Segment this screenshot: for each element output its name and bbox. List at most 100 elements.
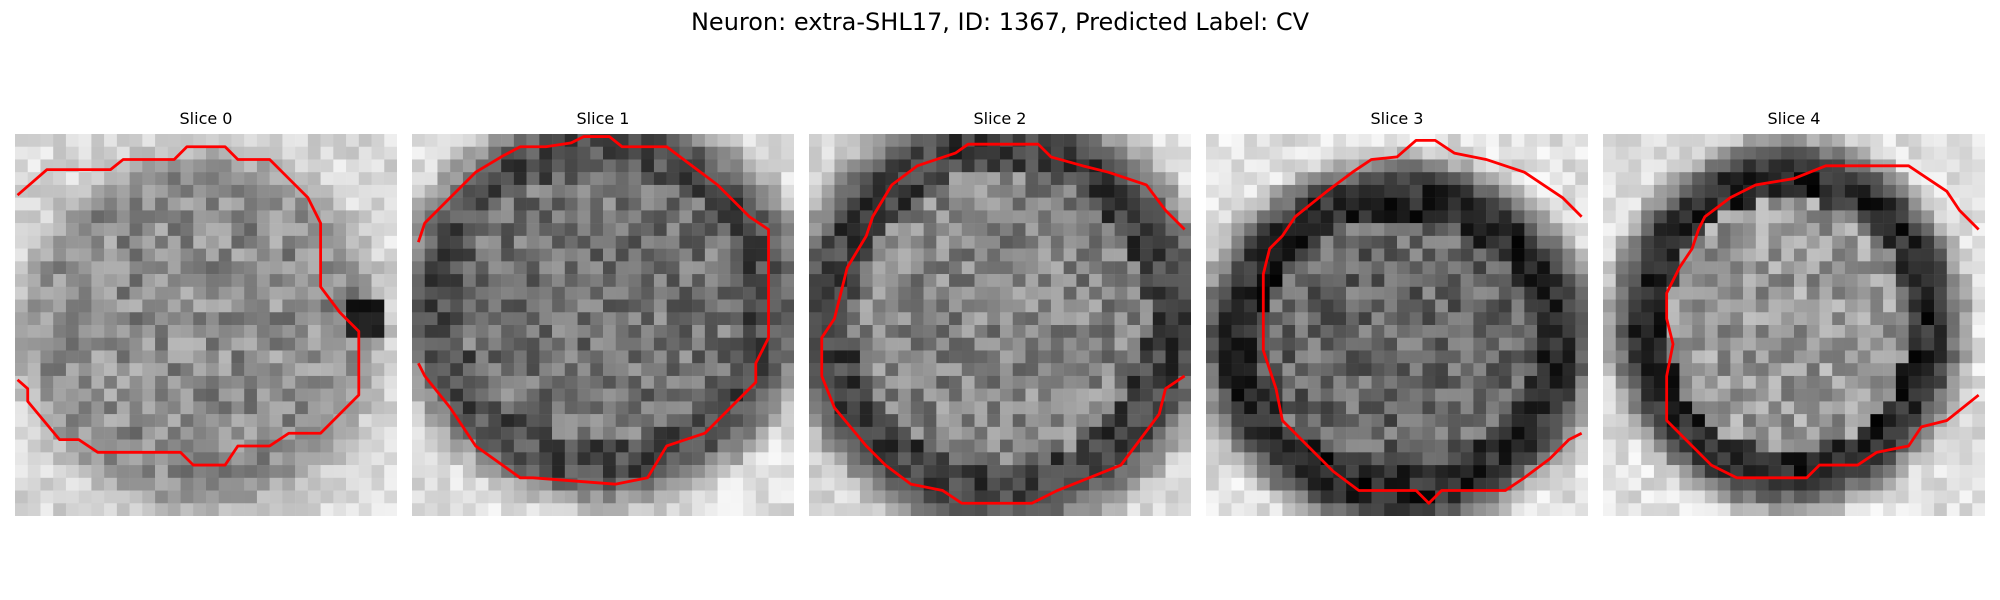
pixel xyxy=(1089,197,1103,211)
pixel xyxy=(1628,286,1642,300)
pixel xyxy=(180,388,194,402)
pixel xyxy=(809,363,822,377)
pixel xyxy=(809,235,822,249)
pixel xyxy=(218,490,232,504)
pixel xyxy=(1743,401,1757,415)
pixel xyxy=(1460,363,1474,377)
pixel xyxy=(1666,172,1680,186)
pixel xyxy=(1384,299,1398,313)
pixel xyxy=(526,172,540,186)
pixel xyxy=(1704,197,1718,211)
pixel xyxy=(78,503,92,516)
pixel xyxy=(1934,439,1948,453)
pixel xyxy=(1012,388,1026,402)
pixel xyxy=(1089,477,1103,491)
pixel xyxy=(577,210,591,224)
pixel xyxy=(1908,210,1922,224)
pixel xyxy=(295,465,309,479)
pixel xyxy=(1269,350,1283,364)
pixel xyxy=(424,414,438,428)
pixel xyxy=(910,299,924,313)
pixel xyxy=(641,452,655,466)
pixel xyxy=(424,503,438,516)
pixel xyxy=(1562,172,1576,186)
pixel xyxy=(1794,439,1807,453)
pixel xyxy=(1063,134,1077,147)
pixel xyxy=(501,465,515,479)
pixel xyxy=(1050,350,1064,364)
pixel xyxy=(1704,401,1718,415)
pixel xyxy=(1127,375,1141,389)
pixel xyxy=(1038,325,1052,338)
pixel xyxy=(885,426,899,440)
pixel xyxy=(320,248,334,262)
pixel xyxy=(1371,134,1385,147)
pixel xyxy=(1537,159,1551,173)
pixel xyxy=(1883,274,1897,288)
pixel xyxy=(501,477,515,491)
pixel xyxy=(539,274,553,288)
pixel xyxy=(1152,490,1166,504)
pixel xyxy=(834,363,848,377)
pixel xyxy=(1768,477,1782,491)
pixel xyxy=(1269,363,1283,377)
pixel xyxy=(768,401,782,415)
pixel xyxy=(193,184,207,198)
pixel xyxy=(666,274,680,288)
pixel xyxy=(104,388,118,402)
pixel xyxy=(1946,274,1960,288)
pixel xyxy=(859,490,873,504)
pixel xyxy=(910,172,924,186)
pixel xyxy=(1231,363,1245,377)
pixel xyxy=(1755,350,1769,364)
pixel xyxy=(1972,337,1985,351)
pixel xyxy=(653,197,667,211)
pixel xyxy=(641,477,655,491)
pixel xyxy=(1549,172,1563,186)
pixel xyxy=(218,134,232,147)
pixel xyxy=(1972,197,1985,211)
pixel xyxy=(1447,261,1461,275)
pixel xyxy=(1628,172,1642,186)
pixel xyxy=(1178,401,1191,415)
pixel xyxy=(1447,312,1461,326)
pixel xyxy=(358,325,372,338)
pixel xyxy=(475,146,489,160)
pixel xyxy=(384,426,397,440)
pixel xyxy=(1934,312,1948,326)
pixel xyxy=(256,134,270,147)
pixel xyxy=(910,337,924,351)
pixel xyxy=(1628,235,1642,249)
pixel xyxy=(231,477,245,491)
pixel xyxy=(1908,401,1922,415)
pixel xyxy=(371,477,385,491)
slice-image-0 xyxy=(15,134,397,516)
pixel xyxy=(1755,197,1769,211)
pixel xyxy=(743,248,757,262)
pixel xyxy=(834,248,848,262)
pixel xyxy=(1870,312,1884,326)
pixel xyxy=(1908,223,1922,237)
pixel xyxy=(1447,197,1461,211)
pixel xyxy=(384,503,397,516)
pixel xyxy=(1537,375,1551,389)
pixel xyxy=(821,337,835,351)
pixel xyxy=(1832,439,1846,453)
pixel xyxy=(1486,197,1500,211)
pixel xyxy=(692,261,706,275)
pixel xyxy=(1282,312,1296,326)
pixel xyxy=(1895,477,1909,491)
pixel xyxy=(1101,261,1115,275)
pixel xyxy=(1704,490,1718,504)
pixel xyxy=(513,477,527,491)
pixel xyxy=(1101,503,1115,516)
pixel xyxy=(437,401,451,415)
pixel xyxy=(628,274,642,288)
pixel xyxy=(1883,184,1897,198)
pixel xyxy=(1256,210,1270,224)
pixel xyxy=(1603,286,1616,300)
pixel xyxy=(1628,363,1642,377)
pixel xyxy=(1346,210,1360,224)
pixel xyxy=(437,159,451,173)
pixel xyxy=(1435,159,1449,173)
